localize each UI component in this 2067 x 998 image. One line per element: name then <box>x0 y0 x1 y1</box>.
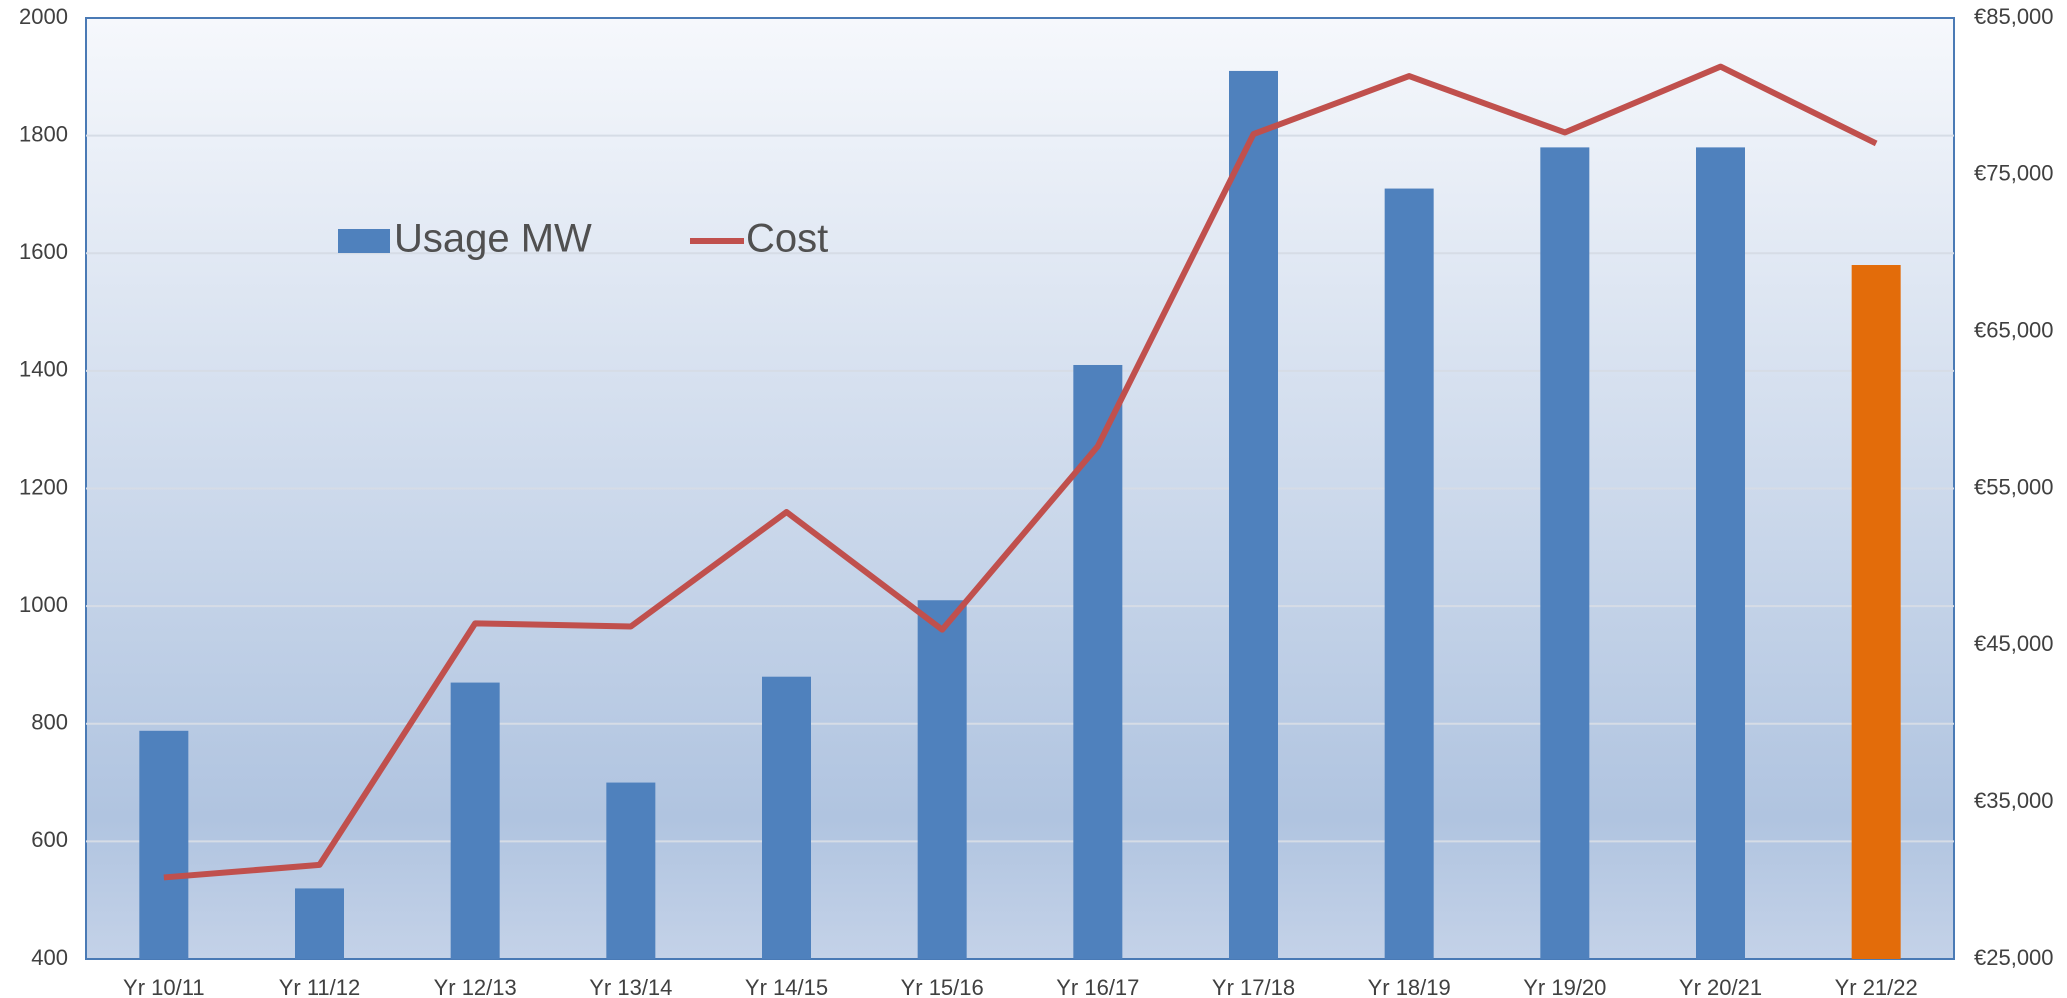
y-tick-label: 1200 <box>19 474 68 499</box>
bar <box>1229 70 1278 959</box>
bar <box>1540 147 1590 959</box>
y-tick-label: 800 <box>31 710 68 735</box>
bar <box>139 730 189 959</box>
x-tick-label: Yr 14/15 <box>745 975 828 998</box>
y2-tick-label: €35,000 <box>1974 788 2054 813</box>
y-tick-label: 2000 <box>19 4 68 29</box>
x-tick-label: Yr 17/18 <box>1212 975 1295 998</box>
x-tick-label: Yr 21/22 <box>1835 975 1918 998</box>
y-tick-label: 600 <box>31 827 68 852</box>
bar <box>1073 364 1123 959</box>
x-tick-label: Yr 15/16 <box>901 975 984 998</box>
legend-label: Usage MW <box>394 217 592 261</box>
x-tick-label: Yr 12/13 <box>434 975 517 998</box>
x-tick-label: Yr 11/12 <box>279 975 361 998</box>
legend-label: Cost <box>746 217 828 261</box>
x-tick-label: Yr 18/19 <box>1368 975 1451 998</box>
y2-tick-label: €25,000 <box>1974 945 2054 970</box>
bar <box>1851 265 1901 959</box>
bar <box>1384 188 1434 959</box>
y2-tick-label: €65,000 <box>1974 317 2054 342</box>
x-tick-label: Yr 16/17 <box>1056 975 1139 998</box>
y-tick-label: 1800 <box>19 121 68 146</box>
y-tick-label: 1000 <box>19 592 68 617</box>
bar <box>1696 147 1745 959</box>
x-tick-label: Yr 13/14 <box>589 975 672 998</box>
y2-tick-label: €55,000 <box>1974 474 2054 499</box>
x-tick-label: Yr 10/11 <box>123 975 205 998</box>
y2-tick-label: €45,000 <box>1974 631 2054 656</box>
x-tick-label: Yr 20/21 <box>1679 975 1762 998</box>
y-tick-label: 1600 <box>19 239 68 264</box>
bar <box>295 888 344 959</box>
legend-swatch <box>338 229 390 253</box>
y-tick-label: 400 <box>31 945 68 970</box>
bar <box>606 782 656 959</box>
y2-tick-label: €75,000 <box>1974 161 2054 186</box>
line <box>163 63 1878 881</box>
bar <box>762 676 811 959</box>
bar <box>450 682 500 959</box>
y-tick-label: 1400 <box>19 357 68 382</box>
bar <box>917 600 967 959</box>
x-tick-label: Yr 19/20 <box>1523 975 1606 998</box>
y2-tick-label: €85,000 <box>1974 4 2054 29</box>
